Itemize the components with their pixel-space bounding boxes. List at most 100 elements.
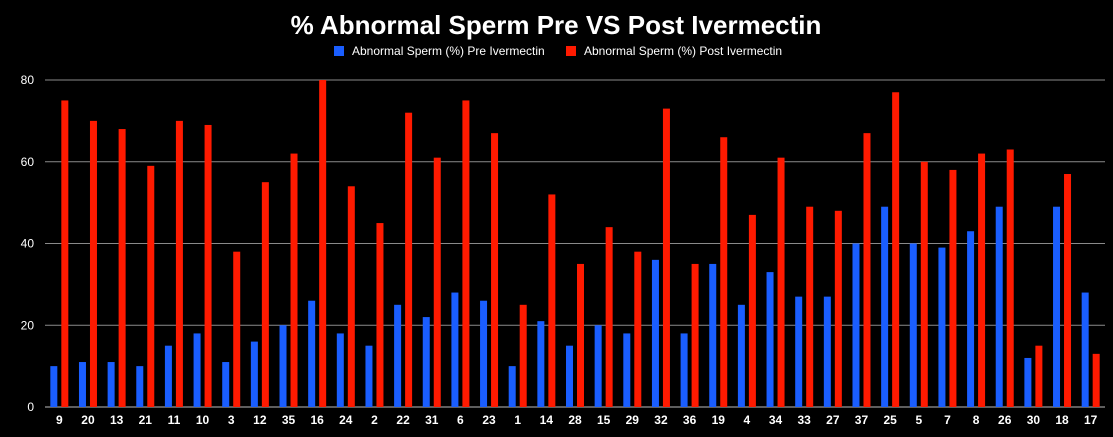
bar-post-6 [462, 100, 470, 407]
bar-post-36 [691, 263, 699, 407]
bar-pre-9 [50, 366, 58, 407]
bar-pre-27 [823, 296, 831, 407]
x-tick-label: 4 [744, 413, 751, 427]
x-tick-label: 29 [626, 413, 640, 427]
bar-post-9 [61, 100, 69, 407]
x-tick-label: 36 [683, 413, 697, 427]
bar-pre-15 [594, 325, 602, 407]
bar-pre-37 [852, 243, 860, 407]
bar-pre-32 [651, 259, 659, 407]
bar-post-13 [118, 129, 126, 408]
x-tick-label: 9 [56, 413, 63, 427]
x-tick-label: 1 [514, 413, 521, 427]
bar-post-33 [806, 206, 814, 407]
x-tick-label: 8 [973, 413, 980, 427]
bar-post-22 [405, 112, 413, 407]
chart-title: % Abnormal Sperm Pre VS Post Ivermectin [291, 10, 822, 40]
x-tick-label: 32 [654, 413, 668, 427]
bar-post-18 [1064, 174, 1072, 407]
bar-pre-23 [480, 300, 488, 407]
bar-pre-26 [995, 206, 1003, 407]
x-tick-label: 15 [597, 413, 611, 427]
bar-pre-19 [709, 263, 717, 407]
bar-pre-8 [967, 231, 975, 407]
bar-post-20 [89, 120, 97, 407]
bar-post-15 [605, 227, 613, 407]
x-tick-label: 21 [139, 413, 153, 427]
y-tick-label: 20 [21, 318, 35, 332]
bar-pre-34 [766, 272, 774, 407]
bar-post-25 [892, 92, 900, 407]
bar-pre-31 [422, 317, 430, 407]
x-tick-label: 5 [915, 413, 922, 427]
x-tick-label: 26 [998, 413, 1012, 427]
x-tick-label: 16 [310, 413, 324, 427]
x-tick-label: 30 [1027, 413, 1041, 427]
bar-pre-12 [250, 341, 258, 407]
bar-post-12 [261, 182, 269, 407]
x-tick-label: 27 [826, 413, 840, 427]
bar-post-26 [1006, 149, 1014, 408]
bar-pre-11 [164, 345, 172, 407]
y-tick-label: 0 [27, 400, 34, 414]
bar-post-24 [347, 186, 355, 407]
x-tick-label: 34 [769, 413, 783, 427]
x-tick-label: 3 [228, 413, 235, 427]
bar-pre-18 [1053, 206, 1061, 407]
legend-label-pre: Abnormal Sperm (%) Pre Ivermectin [352, 44, 545, 58]
x-tick-label: 25 [883, 413, 897, 427]
x-tick-label: 12 [253, 413, 267, 427]
legend-swatch-pre [334, 46, 344, 56]
bar-pre-10 [193, 333, 201, 407]
bar-pre-13 [107, 362, 115, 407]
bar-pre-14 [537, 321, 545, 407]
y-tick-label: 40 [21, 237, 35, 251]
x-tick-label: 20 [81, 413, 95, 427]
x-tick-label: 31 [425, 413, 439, 427]
x-tick-label: 14 [540, 413, 554, 427]
bar-pre-2 [365, 345, 373, 407]
bar-post-29 [634, 251, 642, 407]
x-tick-label: 11 [168, 413, 181, 427]
bar-post-2 [376, 223, 384, 407]
bar-post-28 [577, 263, 584, 407]
legend-swatch-post [566, 46, 576, 56]
x-tick-label: 10 [196, 413, 210, 427]
x-tick-label: 6 [457, 413, 464, 427]
bar-pre-36 [680, 333, 688, 407]
gridlines [45, 79, 1105, 408]
x-tick-label: 19 [712, 413, 726, 427]
bar-post-21 [147, 165, 155, 407]
bar-pre-4 [737, 304, 745, 407]
bar-post-10 [204, 124, 212, 408]
bars [50, 80, 1100, 408]
bar-post-4 [748, 214, 756, 407]
bar-pre-21 [136, 366, 144, 407]
y-tick-label: 80 [21, 73, 35, 87]
x-tick-label: 13 [110, 413, 124, 427]
bar-post-17 [1092, 353, 1100, 407]
bar-pre-28 [566, 345, 573, 407]
bar-post-35 [290, 153, 298, 407]
x-tick-label: 33 [798, 413, 812, 427]
legend-label-post: Abnormal Sperm (%) Post Ivermectin [584, 44, 782, 58]
bar-post-37 [863, 133, 871, 407]
bar-pre-6 [451, 292, 459, 407]
bar-pre-16 [308, 300, 316, 407]
bar-pre-17 [1081, 292, 1089, 407]
bar-post-27 [834, 210, 842, 407]
bar-post-1 [519, 304, 527, 407]
x-tick-label: 2 [371, 413, 378, 427]
y-axis-ticks: 0 20 40 60 80 [21, 73, 35, 414]
bar-pre-5 [909, 243, 917, 407]
bar-post-30 [1035, 345, 1043, 407]
x-tick-label: 18 [1055, 413, 1069, 427]
bar-post-32 [662, 108, 670, 408]
bar-post-7 [949, 169, 957, 407]
bar-pre-33 [795, 296, 803, 407]
bar-post-8 [978, 153, 986, 407]
bar-post-19 [720, 137, 728, 407]
bar-post-23 [491, 133, 499, 407]
bar-post-3 [233, 251, 241, 407]
x-tick-label: 37 [855, 413, 869, 427]
